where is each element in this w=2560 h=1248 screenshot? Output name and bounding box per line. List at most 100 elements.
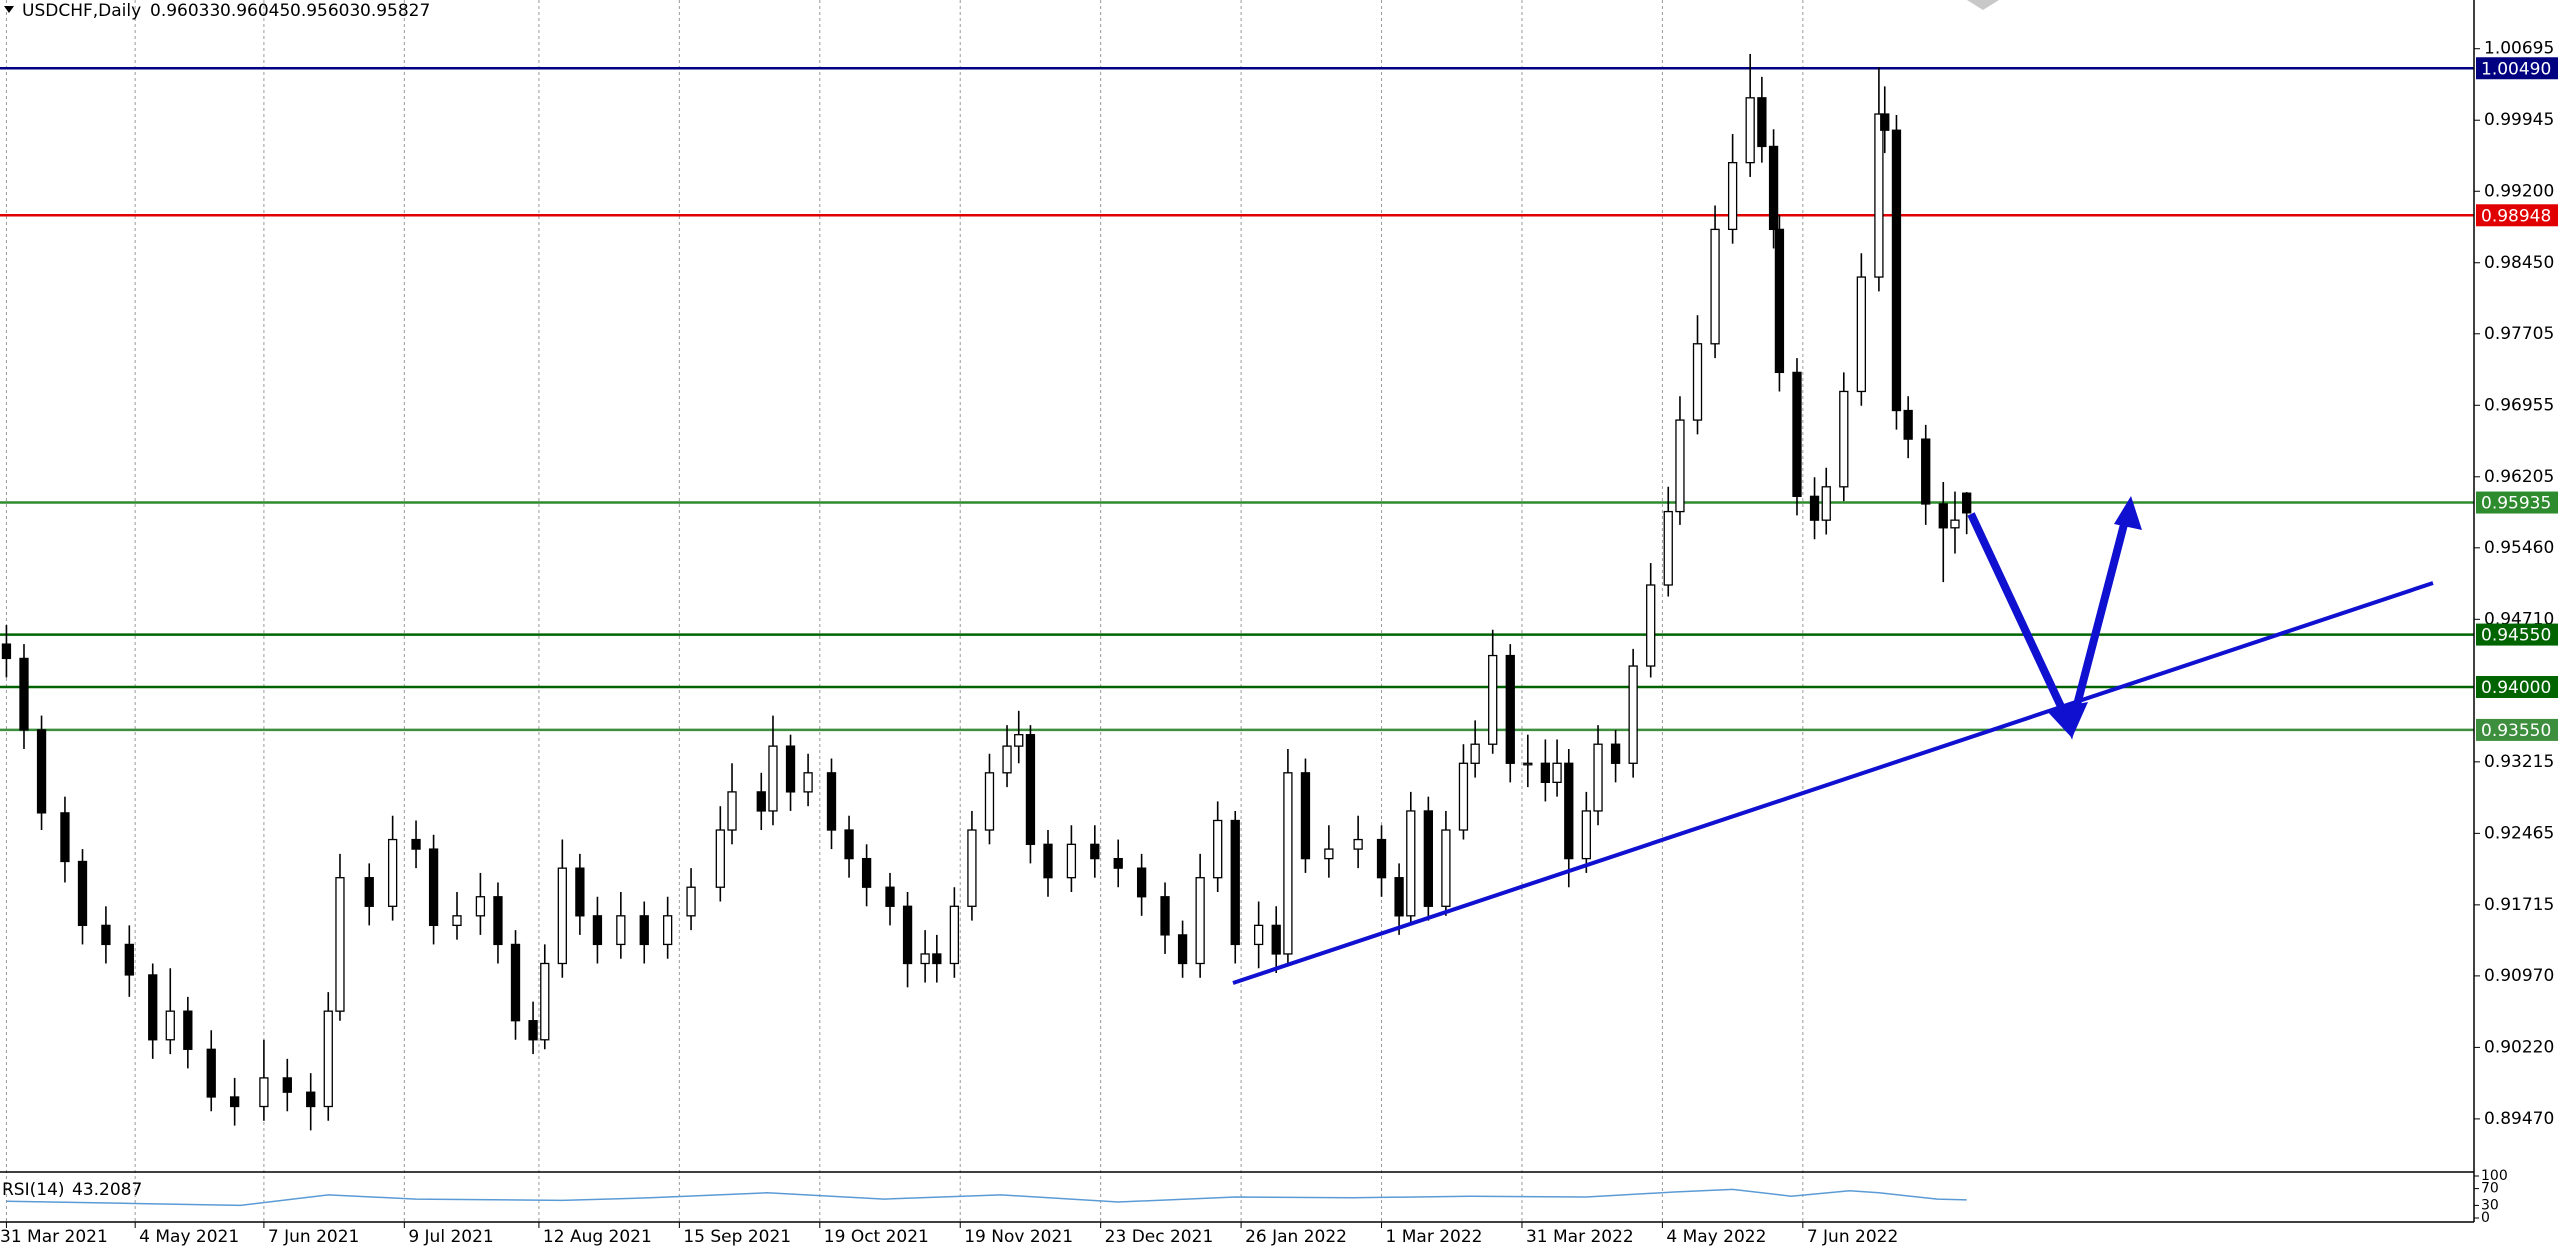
y-tick-label: 0.99200 bbox=[2484, 181, 2554, 201]
candle-body bbox=[183, 1010, 193, 1050]
candle-body bbox=[510, 943, 521, 1022]
price-level-tag bbox=[2476, 676, 2558, 699]
y-tick-label: 0.92465 bbox=[2484, 823, 2554, 843]
price-level-label: 1.00490 bbox=[2481, 59, 2551, 79]
candles-layer bbox=[1, 53, 1972, 1131]
candle-body bbox=[1874, 113, 1884, 278]
candle-body bbox=[19, 657, 29, 731]
rsi-title: RSI(14) bbox=[2, 1180, 65, 1200]
candle-body bbox=[1768, 145, 1779, 231]
candle-body bbox=[1505, 654, 1515, 764]
quote-value: 0.95603 bbox=[290, 1, 360, 21]
candle-body bbox=[949, 905, 960, 965]
candle-body bbox=[1113, 857, 1123, 869]
candle-body bbox=[1628, 665, 1638, 764]
candle-body bbox=[1376, 838, 1387, 879]
price-level-tag bbox=[2476, 718, 2558, 741]
candle-body bbox=[616, 915, 626, 946]
x-tick-label: 31 Mar 2022 bbox=[1526, 1227, 1634, 1247]
arrow-head bbox=[2114, 496, 2142, 530]
x-tick-label: 19 Oct 2021 bbox=[824, 1227, 929, 1247]
candle-body bbox=[768, 745, 778, 812]
candle-body bbox=[528, 1020, 538, 1041]
candle-body bbox=[1470, 743, 1480, 764]
quote-value: 0.96033 bbox=[150, 1, 220, 21]
candle-body bbox=[803, 772, 813, 793]
y-tick-label: 1.00695 bbox=[2484, 39, 2554, 59]
candle-body bbox=[1, 643, 12, 660]
candle-body bbox=[1962, 492, 1972, 514]
candle-body bbox=[1230, 819, 1240, 946]
candle-body bbox=[101, 924, 111, 946]
candle-body bbox=[1458, 762, 1469, 831]
candle-body bbox=[335, 877, 345, 1012]
rsi-tick-label: 0 bbox=[2481, 1210, 2490, 1226]
price-level-label: 0.98948 bbox=[2481, 206, 2551, 226]
x-tick-label: 31 Mar 2021 bbox=[0, 1227, 108, 1247]
candle-body bbox=[920, 953, 930, 965]
candle-body bbox=[557, 867, 567, 965]
candle-body bbox=[984, 772, 995, 831]
candle-body bbox=[1745, 97, 1755, 164]
candle-body bbox=[592, 915, 603, 946]
candle-body bbox=[148, 974, 158, 1041]
x-tick-label: 26 Jan 2022 bbox=[1245, 1227, 1347, 1247]
candle-body bbox=[1921, 438, 1931, 505]
candle-body bbox=[282, 1077, 292, 1093]
candle-body bbox=[1891, 129, 1902, 412]
candle-body bbox=[1136, 867, 1147, 898]
y-tick-label: 0.96205 bbox=[2484, 467, 2554, 487]
candle-body bbox=[60, 812, 70, 863]
candle-body bbox=[36, 729, 47, 814]
candle-body bbox=[1488, 654, 1498, 745]
candle-body bbox=[1014, 734, 1024, 747]
candle-body bbox=[1938, 503, 1948, 529]
rsi-line bbox=[6, 1188, 1967, 1207]
candle-body bbox=[452, 915, 462, 927]
candle-body bbox=[1727, 161, 1738, 231]
candle-body bbox=[306, 1091, 316, 1108]
candle-body bbox=[1406, 810, 1416, 917]
candle-body bbox=[826, 772, 837, 831]
levels-layer bbox=[0, 67, 2474, 732]
menu-arrow bbox=[4, 6, 14, 13]
candle-body bbox=[727, 791, 737, 831]
candle-body bbox=[206, 1048, 216, 1098]
quote-value: 0.96045 bbox=[220, 1, 290, 21]
candle-body bbox=[1441, 829, 1451, 907]
price-level-tag bbox=[2476, 623, 2558, 646]
candle-body bbox=[1195, 877, 1205, 965]
arrow-head bbox=[2046, 702, 2088, 738]
candle-body bbox=[1809, 495, 1820, 521]
candle-body bbox=[1646, 584, 1656, 667]
candle-body bbox=[1710, 228, 1720, 345]
price-level-tag bbox=[2476, 204, 2558, 227]
x-tick-label: 4 May 2022 bbox=[1666, 1227, 1766, 1247]
candle-body bbox=[1540, 762, 1551, 784]
candle-body bbox=[844, 829, 854, 860]
candle-body bbox=[1610, 743, 1621, 764]
candle-body bbox=[387, 838, 398, 907]
symbol-title: USDCHF,Daily bbox=[22, 1, 141, 21]
candle-body bbox=[1692, 343, 1703, 421]
candle-body bbox=[1283, 772, 1293, 955]
candle-body bbox=[756, 791, 766, 812]
y-tick-label: 0.89470 bbox=[2484, 1109, 2554, 1129]
candle-body bbox=[1066, 843, 1077, 879]
candle-body bbox=[1593, 743, 1603, 812]
candle-body bbox=[323, 1010, 333, 1108]
price-level-tag bbox=[2476, 57, 2558, 80]
price-level-label: 0.93550 bbox=[2481, 721, 2551, 741]
y-tick-label: 0.96955 bbox=[2484, 395, 2554, 415]
candle-body bbox=[663, 915, 673, 946]
candle-body bbox=[785, 745, 796, 793]
candle-body bbox=[1663, 510, 1673, 586]
axes-layer: 1.00695 0.99945 0.99200 0.98450 0.97705 0.969… bbox=[0, 39, 2558, 1247]
x-tick-label: 19 Nov 2021 bbox=[964, 1227, 1073, 1247]
candle-body bbox=[1856, 276, 1867, 393]
candle-body bbox=[932, 953, 942, 965]
candle-body bbox=[1213, 819, 1223, 879]
rsi-tick-label: 30 bbox=[2481, 1197, 2499, 1213]
quote-value: 0.95827 bbox=[360, 1, 430, 21]
candle-body bbox=[1394, 877, 1404, 917]
